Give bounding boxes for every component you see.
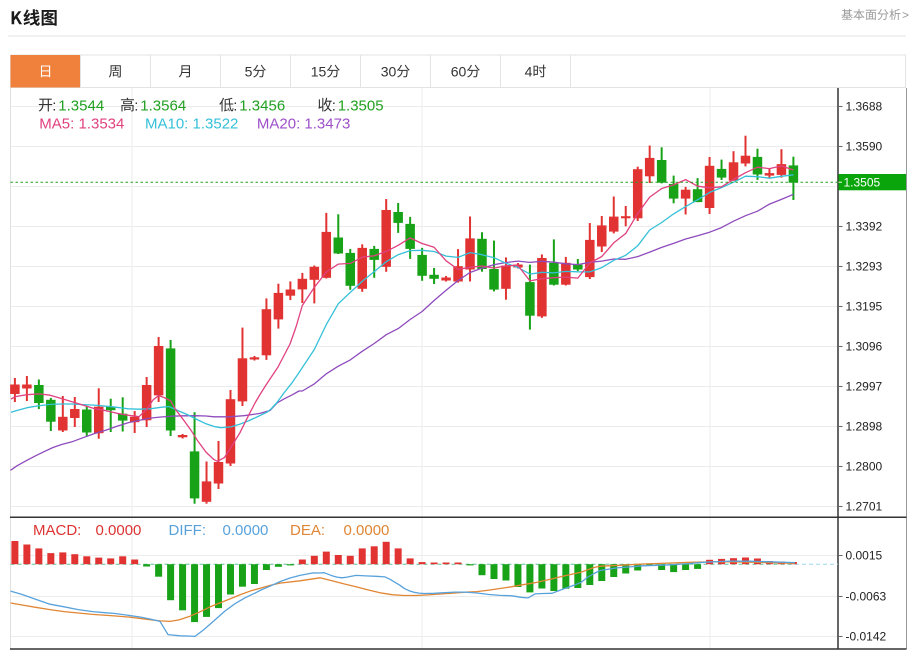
- svg-text:1.3456: 1.3456: [239, 97, 285, 114]
- svg-text::: :: [332, 97, 336, 114]
- svg-text:5: 5: [245, 63, 253, 79]
- svg-text:1.3505: 1.3505: [338, 97, 384, 114]
- svg-text:15: 15: [311, 63, 327, 79]
- svg-text:0.0000: 0.0000: [96, 522, 142, 539]
- svg-text:-0.0063: -0.0063: [846, 590, 887, 604]
- svg-text:1.2701: 1.2701: [846, 500, 883, 514]
- svg-text:30: 30: [381, 63, 397, 79]
- svg-text:1.3688: 1.3688: [846, 100, 883, 114]
- svg-text:MA20: 1.3473: MA20: 1.3473: [257, 116, 350, 133]
- svg-text:1.3544: 1.3544: [58, 97, 104, 114]
- svg-text:>: >: [902, 8, 909, 22]
- svg-text:0.0000: 0.0000: [344, 522, 390, 539]
- svg-text:1.3293: 1.3293: [846, 260, 883, 274]
- svg-text:1.2800: 1.2800: [846, 460, 883, 474]
- svg-text::: :: [233, 97, 237, 114]
- svg-text::: :: [52, 97, 56, 114]
- svg-text:1.3590: 1.3590: [846, 140, 883, 154]
- svg-text:1.3195: 1.3195: [846, 300, 883, 314]
- svg-text:0.0015: 0.0015: [846, 549, 883, 563]
- svg-text:MA5: 1.3534: MA5: 1.3534: [39, 116, 124, 133]
- svg-text:MACD:: MACD:: [33, 522, 81, 539]
- svg-text:-0.0142: -0.0142: [846, 630, 887, 644]
- svg-text:1.3505: 1.3505: [844, 176, 881, 190]
- svg-text:DIFF:: DIFF:: [169, 522, 207, 539]
- svg-text:MA10: 1.3522: MA10: 1.3522: [145, 116, 238, 133]
- svg-text:1.2997: 1.2997: [846, 380, 883, 394]
- svg-text:1.3096: 1.3096: [846, 340, 883, 354]
- svg-text:DEA:: DEA:: [290, 522, 325, 539]
- svg-text:4: 4: [525, 63, 533, 79]
- svg-text::: :: [134, 97, 138, 114]
- svg-text:1.2898: 1.2898: [846, 420, 883, 434]
- svg-text:60: 60: [451, 63, 467, 79]
- svg-text:0.0000: 0.0000: [223, 522, 269, 539]
- svg-text:1.3392: 1.3392: [846, 220, 883, 234]
- svg-text:1.3564: 1.3564: [140, 97, 186, 114]
